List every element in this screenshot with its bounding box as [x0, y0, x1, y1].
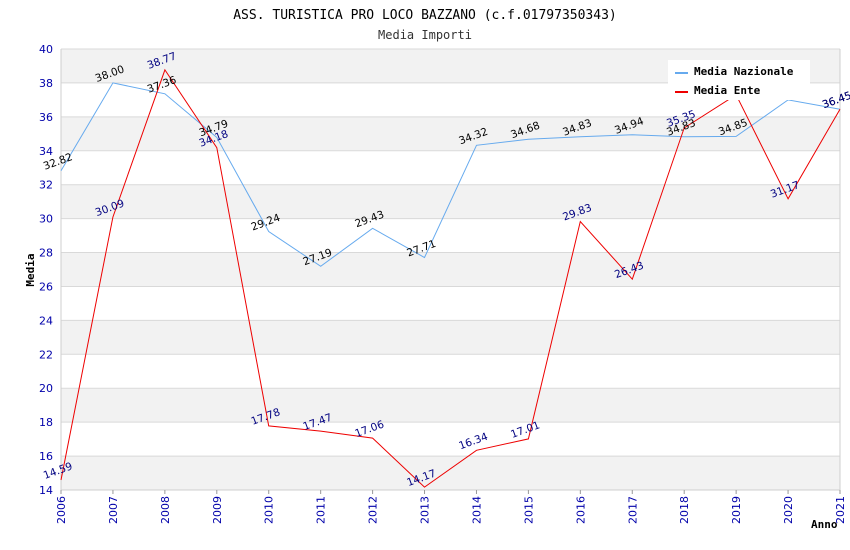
x-axis-ticks: 2006 2007 2008 2009 2010 2011 2012 2013 2014 2015… [55, 490, 847, 524]
x-tick-label: 2020 [782, 496, 795, 524]
grid-band [61, 116, 840, 151]
series-line-ente [60, 68, 841, 488]
x-tick-label: 2014 [470, 496, 483, 524]
grid-band [61, 320, 840, 355]
y-tick-label: 28 [39, 247, 53, 260]
data-label-ente: 16.34 [457, 431, 490, 453]
y-tick-label: 20 [39, 382, 53, 395]
x-tick-label: 2013 [419, 496, 432, 524]
x-tick-label: 2011 [315, 496, 328, 524]
x-tick-label: 2007 [107, 496, 120, 524]
y-tick-label: 18 [39, 416, 53, 429]
x-tick-label: 2019 [730, 496, 743, 524]
series-line-nazionale [60, 82, 841, 267]
x-tick-label: 2021 [834, 496, 847, 524]
y-tick-label: 30 [39, 213, 53, 226]
y-tick-label: 22 [39, 348, 53, 361]
x-axis-label: Anno [811, 518, 838, 531]
x-tick-label: 2009 [211, 496, 224, 524]
x-tick-label: 2010 [263, 496, 276, 524]
x-tick-label: 2018 [678, 496, 691, 524]
x-tick-label: 2006 [55, 496, 68, 524]
legend: Media Nazionale Media Ente [668, 60, 810, 100]
y-tick-label: 16 [39, 450, 53, 463]
grid-band [61, 252, 840, 287]
legend-label-nazionale: Media Nazionale [694, 65, 794, 78]
y-tick-label: 24 [39, 314, 53, 327]
y-tick-label: 40 [39, 43, 53, 56]
y-axis-label: Media [24, 253, 37, 286]
y-tick-label: 26 [39, 280, 53, 293]
y-tick-label: 36 [39, 111, 53, 124]
chart-series [60, 68, 841, 488]
x-tick-label: 2012 [367, 496, 380, 524]
legend-label-ente: Media Ente [694, 84, 761, 97]
y-tick-label: 14 [39, 484, 53, 497]
chart-axes [60, 49, 841, 491]
y-axis-ticks: 14 16 18 20 22 24 26 28 30 32 34 36 38 40 [39, 43, 53, 497]
x-tick-label: 2016 [574, 496, 587, 524]
grid-band [61, 456, 840, 490]
x-tick-label: 2015 [522, 496, 535, 524]
x-tick-label: 2008 [159, 496, 172, 524]
legend-box [668, 60, 810, 100]
y-tick-label: 32 [39, 179, 53, 192]
chart-title: ASS. TURISTICA PRO LOCO BAZZANO (c.f.017… [233, 8, 617, 23]
y-tick-label: 38 [39, 77, 53, 90]
chart-background-bands [61, 49, 840, 490]
grid-band [61, 388, 840, 423]
chart-subtitle: Media Importi [378, 28, 472, 42]
x-tick-label: 2017 [626, 496, 639, 524]
y-tick-label: 34 [39, 145, 53, 158]
